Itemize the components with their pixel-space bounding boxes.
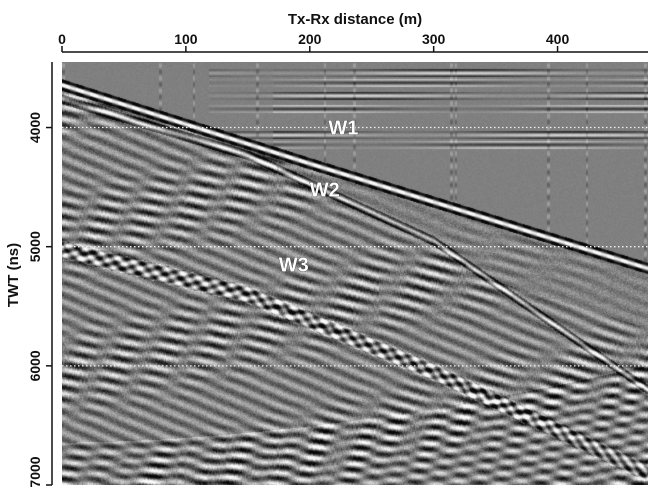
grid-lines [62, 126, 648, 367]
x-tick-label: 0 [58, 31, 66, 47]
plot-area: W1 W2 W3 [62, 62, 648, 485]
x-tick-label: 100 [174, 31, 198, 47]
wave-label-w3: W3 [279, 255, 309, 277]
wave-label-w2: W2 [310, 180, 340, 202]
y-tick-label: 5000 [27, 231, 43, 262]
wave-label-w1: W1 [328, 118, 358, 140]
x-tick-label: 400 [546, 31, 570, 47]
x-axis-title: Tx-Rx distance (m) [288, 11, 422, 28]
y-tick-label: 4000 [27, 112, 43, 143]
x-axis: Tx-Rx distance (m) 0 100 200 300 400 [58, 11, 648, 53]
y-axis-title: TWT (ns) [5, 243, 22, 307]
x-tick-label: 200 [298, 31, 322, 47]
wave-annotations: W1 W2 W3 [279, 117, 359, 277]
y-tick-label: 6000 [27, 350, 43, 381]
y-tick-label: 7000 [27, 456, 43, 487]
radargram-raster [62, 62, 648, 485]
radargram-image [62, 62, 648, 485]
x-tick-label: 300 [422, 31, 446, 47]
y-axis: TWT (ns) 4000 5000 6000 7000 [5, 62, 53, 488]
